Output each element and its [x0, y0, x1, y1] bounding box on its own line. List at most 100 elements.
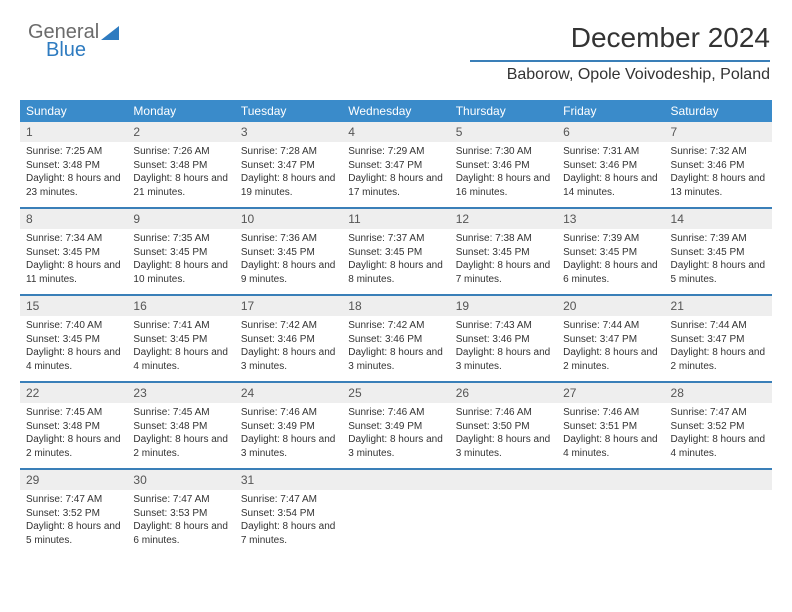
day-info: Sunrise: 7:29 AMSunset: 3:47 PMDaylight:…	[342, 142, 449, 207]
day-header-cell: Saturday	[665, 100, 772, 122]
calendar: SundayMondayTuesdayWednesdayThursdayFrid…	[20, 100, 772, 555]
sunset-text: Sunset: 3:50 PM	[456, 420, 551, 434]
day-header-cell: Wednesday	[342, 100, 449, 122]
day-info: Sunrise: 7:40 AMSunset: 3:45 PMDaylight:…	[20, 316, 127, 381]
daylight-text: Daylight: 8 hours and 3 minutes.	[456, 433, 551, 460]
sunset-text: Sunset: 3:45 PM	[133, 333, 228, 347]
sunrise-text: Sunrise: 7:47 AM	[133, 493, 228, 507]
sunset-text: Sunset: 3:48 PM	[133, 159, 228, 173]
calendar-cell: 9Sunrise: 7:35 AMSunset: 3:45 PMDaylight…	[127, 209, 234, 294]
calendar-cell: 22Sunrise: 7:45 AMSunset: 3:48 PMDayligh…	[20, 383, 127, 468]
sunset-text: Sunset: 3:45 PM	[26, 333, 121, 347]
calendar-cell: 23Sunrise: 7:45 AMSunset: 3:48 PMDayligh…	[127, 383, 234, 468]
sunset-text: Sunset: 3:45 PM	[671, 246, 766, 260]
sunset-text: Sunset: 3:52 PM	[671, 420, 766, 434]
day-number: 18	[342, 296, 449, 316]
calendar-cell: 7Sunrise: 7:32 AMSunset: 3:46 PMDaylight…	[665, 122, 772, 207]
day-info: Sunrise: 7:46 AMSunset: 3:50 PMDaylight:…	[450, 403, 557, 468]
sunset-text: Sunset: 3:45 PM	[133, 246, 228, 260]
daylight-text: Daylight: 8 hours and 2 minutes.	[133, 433, 228, 460]
daylight-text: Daylight: 8 hours and 5 minutes.	[26, 520, 121, 547]
sunrise-text: Sunrise: 7:45 AM	[26, 406, 121, 420]
sunset-text: Sunset: 3:45 PM	[348, 246, 443, 260]
sunrise-text: Sunrise: 7:25 AM	[26, 145, 121, 159]
day-number: 29	[20, 470, 127, 490]
sunset-text: Sunset: 3:46 PM	[456, 159, 551, 173]
sunset-text: Sunset: 3:47 PM	[671, 333, 766, 347]
day-info: Sunrise: 7:46 AMSunset: 3:51 PMDaylight:…	[557, 403, 664, 468]
day-info	[450, 490, 557, 540]
brand-word-2: Blue	[28, 40, 119, 60]
sunrise-text: Sunrise: 7:42 AM	[348, 319, 443, 333]
calendar-cell: 24Sunrise: 7:46 AMSunset: 3:49 PMDayligh…	[235, 383, 342, 468]
day-number: 1	[20, 122, 127, 142]
sunrise-text: Sunrise: 7:46 AM	[241, 406, 336, 420]
sunset-text: Sunset: 3:46 PM	[671, 159, 766, 173]
day-number: 17	[235, 296, 342, 316]
daylight-text: Daylight: 8 hours and 8 minutes.	[348, 259, 443, 286]
daylight-text: Daylight: 8 hours and 9 minutes.	[241, 259, 336, 286]
calendar-cell: 13Sunrise: 7:39 AMSunset: 3:45 PMDayligh…	[557, 209, 664, 294]
day-info: Sunrise: 7:43 AMSunset: 3:46 PMDaylight:…	[450, 316, 557, 381]
day-number: 4	[342, 122, 449, 142]
calendar-week: 29Sunrise: 7:47 AMSunset: 3:52 PMDayligh…	[20, 468, 772, 555]
sunset-text: Sunset: 3:45 PM	[26, 246, 121, 260]
day-number: 23	[127, 383, 234, 403]
sunset-text: Sunset: 3:51 PM	[563, 420, 658, 434]
day-info: Sunrise: 7:36 AMSunset: 3:45 PMDaylight:…	[235, 229, 342, 294]
day-number: 22	[20, 383, 127, 403]
day-info: Sunrise: 7:34 AMSunset: 3:45 PMDaylight:…	[20, 229, 127, 294]
daylight-text: Daylight: 8 hours and 2 minutes.	[26, 433, 121, 460]
day-number: 30	[127, 470, 234, 490]
sunset-text: Sunset: 3:49 PM	[348, 420, 443, 434]
day-number: 11	[342, 209, 449, 229]
sunrise-text: Sunrise: 7:46 AM	[563, 406, 658, 420]
sunrise-text: Sunrise: 7:47 AM	[671, 406, 766, 420]
daylight-text: Daylight: 8 hours and 6 minutes.	[563, 259, 658, 286]
day-number: 6	[557, 122, 664, 142]
day-number	[450, 470, 557, 490]
day-number: 21	[665, 296, 772, 316]
sunrise-text: Sunrise: 7:47 AM	[26, 493, 121, 507]
day-header-cell: Tuesday	[235, 100, 342, 122]
day-info: Sunrise: 7:30 AMSunset: 3:46 PMDaylight:…	[450, 142, 557, 207]
daylight-text: Daylight: 8 hours and 19 minutes.	[241, 172, 336, 199]
daylight-text: Daylight: 8 hours and 5 minutes.	[671, 259, 766, 286]
day-number: 31	[235, 470, 342, 490]
calendar-week: 1 Sunrise: 7:25 AM Sunset: 3:48 PM Daylight…	[20, 122, 772, 207]
day-info: Sunrise: 7:46 AMSunset: 3:49 PMDaylight:…	[342, 403, 449, 468]
sunrise-text: Sunrise: 7:31 AM	[563, 145, 658, 159]
day-header-cell: Monday	[127, 100, 234, 122]
calendar-cell: 21Sunrise: 7:44 AMSunset: 3:47 PMDayligh…	[665, 296, 772, 381]
sunrise-text: Sunrise: 7:30 AM	[456, 145, 551, 159]
day-number: 2	[127, 122, 234, 142]
calendar-cell	[665, 470, 772, 555]
calendar-week: 15Sunrise: 7:40 AMSunset: 3:45 PMDayligh…	[20, 294, 772, 381]
daylight-text: Daylight: 8 hours and 4 minutes.	[671, 433, 766, 460]
day-number: 26	[450, 383, 557, 403]
daylight-text: Daylight: 8 hours and 2 minutes.	[563, 346, 658, 373]
sunset-text: Sunset: 3:46 PM	[563, 159, 658, 173]
day-number: 8	[20, 209, 127, 229]
daylight-text: Daylight: 8 hours and 17 minutes.	[348, 172, 443, 199]
brand-triangle-icon	[101, 26, 119, 40]
day-number: 7	[665, 122, 772, 142]
calendar-cell: 15Sunrise: 7:40 AMSunset: 3:45 PMDayligh…	[20, 296, 127, 381]
calendar-cell: 8Sunrise: 7:34 AMSunset: 3:45 PMDaylight…	[20, 209, 127, 294]
sunrise-text: Sunrise: 7:47 AM	[241, 493, 336, 507]
day-info: Sunrise: 7:45 AMSunset: 3:48 PMDaylight:…	[20, 403, 127, 468]
sunrise-text: Sunrise: 7:28 AM	[241, 145, 336, 159]
sunrise-text: Sunrise: 7:44 AM	[671, 319, 766, 333]
sunrise-text: Sunrise: 7:45 AM	[133, 406, 228, 420]
sunrise-text: Sunrise: 7:44 AM	[563, 319, 658, 333]
daylight-text: Daylight: 8 hours and 3 minutes.	[241, 346, 336, 373]
daylight-text: Daylight: 8 hours and 16 minutes.	[456, 172, 551, 199]
day-info: Sunrise: 7:44 AMSunset: 3:47 PMDaylight:…	[665, 316, 772, 381]
sunrise-text: Sunrise: 7:39 AM	[563, 232, 658, 246]
sunset-text: Sunset: 3:47 PM	[348, 159, 443, 173]
day-header-cell: Friday	[557, 100, 664, 122]
calendar-cell: 11Sunrise: 7:37 AMSunset: 3:45 PMDayligh…	[342, 209, 449, 294]
daylight-text: Daylight: 8 hours and 23 minutes.	[26, 172, 121, 199]
sunrise-text: Sunrise: 7:26 AM	[133, 145, 228, 159]
day-info: Sunrise: 7:32 AMSunset: 3:46 PMDaylight:…	[665, 142, 772, 207]
